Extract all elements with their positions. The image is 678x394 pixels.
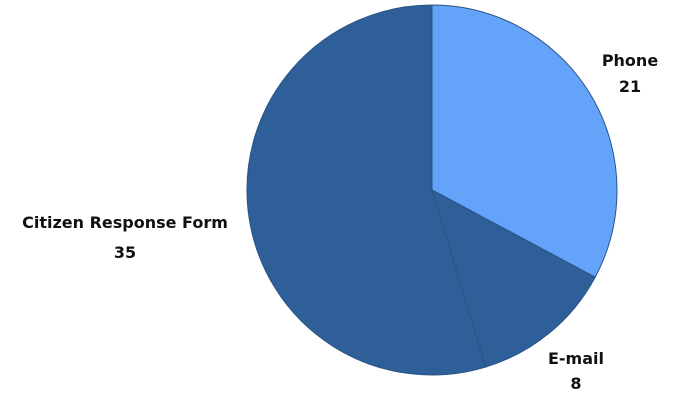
slice-value-email: 8 — [570, 374, 581, 393]
pie-slices — [246, 4, 618, 376]
pie-labels: Phone 21 E-mail 8 Citizen Response Form … — [22, 51, 658, 393]
slice-label-phone: Phone — [602, 51, 659, 70]
pie-slice-phone — [431, 4, 618, 278]
slice-label-email: E-mail — [548, 349, 604, 368]
slice-value-citizen-response-form: 35 — [114, 243, 136, 262]
pie-slice-citizen-response-form — [246, 4, 487, 376]
slice-label-citizen-response-form: Citizen Response Form — [22, 213, 228, 232]
slice-value-phone: 21 — [619, 77, 641, 96]
